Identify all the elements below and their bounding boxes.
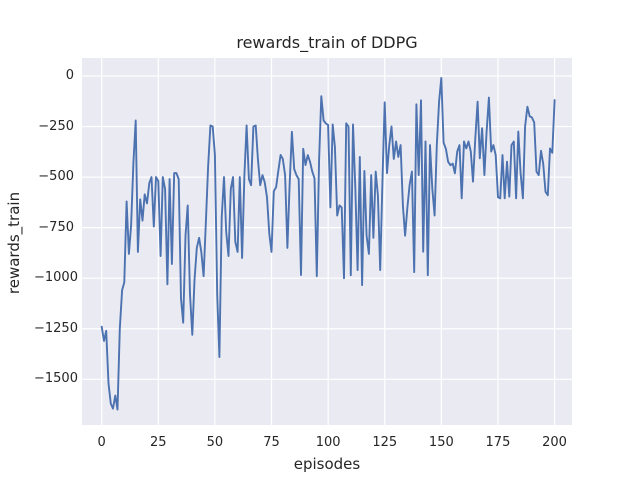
- y-tick-label: −1000: [34, 270, 78, 286]
- y-tick-label: −500: [38, 169, 74, 185]
- x-tick-label: 75: [263, 435, 280, 450]
- y-tick-label: −1250: [34, 320, 78, 336]
- y-axis-label: rewards_train: [5, 191, 23, 295]
- x-tick-label: 50: [206, 435, 224, 450]
- x-axis-label: episodes: [293, 455, 361, 473]
- x-tick-label: 150: [428, 435, 454, 450]
- x-tick-label: 100: [315, 435, 341, 450]
- y-tick-label: −1500: [34, 371, 78, 387]
- y-tick-label: −250: [38, 118, 74, 134]
- data-line-rewards-train: [100, 77, 556, 411]
- line-plot-svg: [82, 58, 572, 425]
- x-tick-label: 200: [542, 435, 567, 450]
- x-tick-label: 175: [485, 435, 511, 450]
- chart-title: rewards_train of DDPG: [236, 33, 418, 52]
- x-tick-label: 0: [97, 435, 106, 450]
- x-tick-label: 25: [150, 435, 167, 450]
- plot-area: [82, 58, 572, 425]
- y-tick-label: −750: [38, 219, 74, 235]
- y-tick-label: 0: [65, 67, 74, 83]
- x-tick-label: 125: [372, 435, 398, 450]
